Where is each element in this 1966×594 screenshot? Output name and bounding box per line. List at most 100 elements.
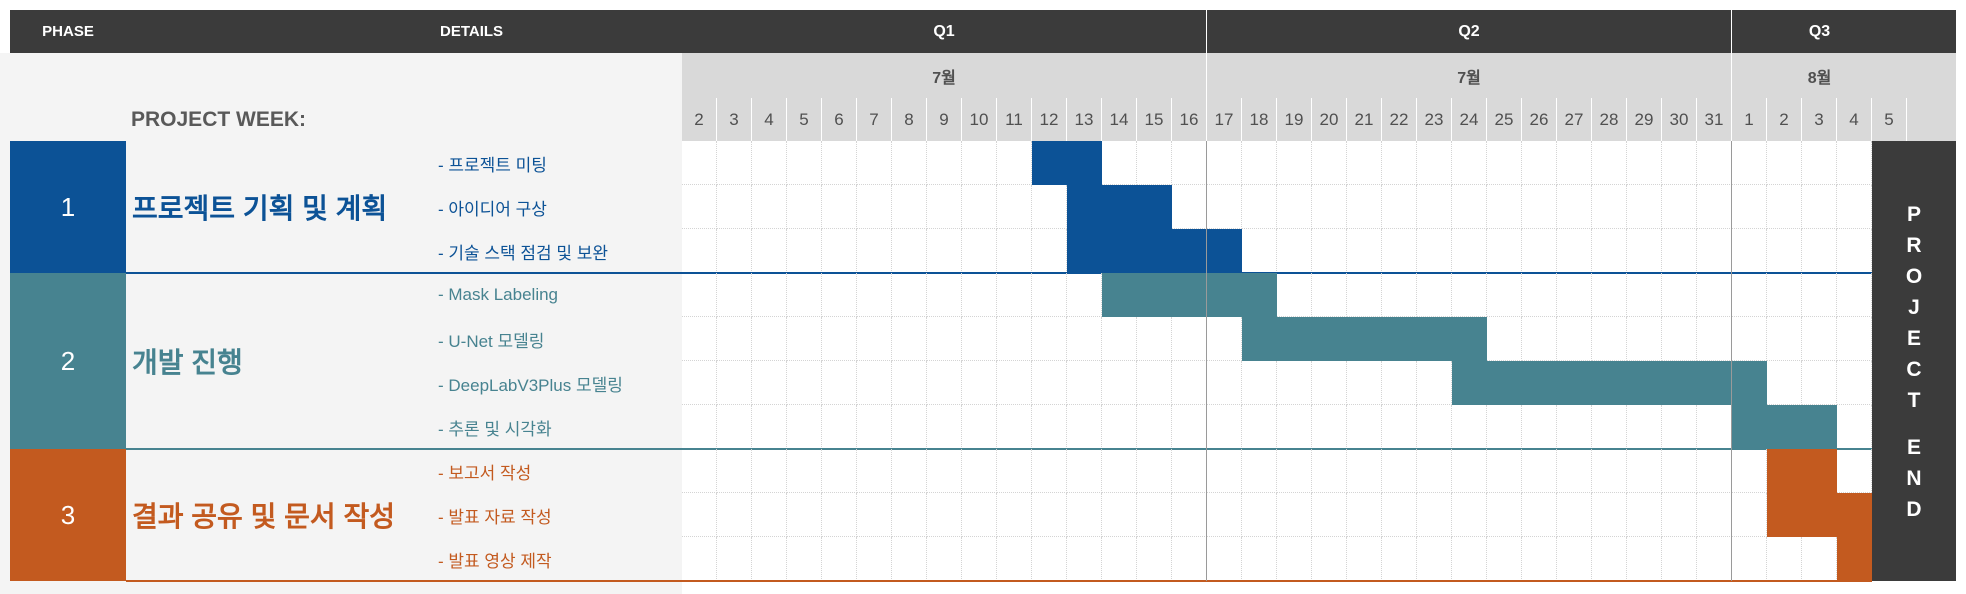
grid-cell	[1242, 361, 1277, 405]
grid-cell	[1592, 185, 1627, 229]
grid-cell	[752, 537, 787, 581]
grid-cell	[1802, 185, 1837, 229]
grid-cell	[1277, 229, 1312, 273]
week-cell: 28	[1592, 98, 1627, 141]
grid-cell	[1172, 493, 1207, 537]
grid-cell	[717, 537, 752, 581]
grid-cell	[717, 317, 752, 361]
grid-cell	[1767, 273, 1802, 317]
grid-cell	[1347, 405, 1382, 449]
grid-cell	[1487, 229, 1522, 273]
grid-cell	[822, 273, 857, 317]
grid-cell	[752, 185, 787, 229]
grid-cell	[1137, 537, 1172, 581]
grid-cell	[1522, 493, 1557, 537]
grid-cell	[1802, 361, 1837, 405]
week-cell: 27	[1557, 98, 1592, 141]
phase-number-cell: 3	[10, 449, 126, 581]
grid-cell	[1662, 405, 1697, 449]
grid-cell	[752, 273, 787, 317]
grid-cell	[682, 361, 717, 405]
grid-cell	[1137, 317, 1172, 361]
grid-cell	[787, 405, 822, 449]
grid-cell	[1277, 273, 1312, 317]
week-cell: 3	[717, 98, 752, 141]
grid-cell	[1172, 405, 1207, 449]
grid-cell	[1837, 141, 1872, 185]
phase-name: 프로젝트 기획 및 계획	[132, 193, 388, 224]
header-filler	[1907, 10, 1956, 53]
grid-cell	[1732, 537, 1767, 581]
grid-cell	[1662, 317, 1697, 361]
grid-cell	[787, 317, 822, 361]
grid-cell	[1522, 537, 1557, 581]
grid-cell	[1382, 493, 1417, 537]
grid-cell	[1452, 185, 1487, 229]
grid-cell	[1837, 405, 1872, 449]
grid-cell	[822, 141, 857, 185]
grid-cell	[962, 449, 997, 493]
grid-cell	[857, 141, 892, 185]
grid-cell	[1242, 229, 1277, 273]
grid-cell	[997, 317, 1032, 361]
grid-cell	[717, 449, 752, 493]
grid-cell	[1557, 405, 1592, 449]
grid-cell	[1557, 449, 1592, 493]
grid-cell	[927, 273, 962, 317]
week-cell: 19	[1277, 98, 1312, 141]
quarter-divider	[1206, 141, 1207, 581]
grid-cell	[962, 273, 997, 317]
grid-cell	[1802, 537, 1837, 581]
week-cell: 20	[1312, 98, 1347, 141]
end-marker-letter: E	[1906, 436, 1921, 459]
grid-cell	[1242, 493, 1277, 537]
grid-cell	[962, 141, 997, 185]
grid-cell	[1032, 361, 1067, 405]
grid-cell	[1382, 361, 1417, 405]
grid-cell	[892, 273, 927, 317]
grid-cell	[752, 141, 787, 185]
grid-cell	[1137, 493, 1172, 537]
week-cell: 8	[892, 98, 927, 141]
grid-cell	[1067, 317, 1102, 361]
task-bar	[1067, 229, 1242, 273]
grid-cell	[1522, 317, 1557, 361]
grid-cell	[1627, 537, 1662, 581]
task-label: - Mask Labeling	[438, 285, 559, 304]
week-cell: 25	[1487, 98, 1522, 141]
grid-cell	[1452, 273, 1487, 317]
grid-cell	[1172, 185, 1207, 229]
month-header-3: 8월	[1732, 53, 1907, 98]
grid-cell	[892, 317, 927, 361]
grid-cell	[1592, 141, 1627, 185]
grid-cell	[717, 273, 752, 317]
grid-cell	[1312, 405, 1347, 449]
week-cell: 15	[1137, 98, 1172, 141]
grid-cell	[1102, 317, 1137, 361]
week-cell: 24	[1452, 98, 1487, 141]
grid-cell	[1067, 405, 1102, 449]
grid-cell	[1137, 405, 1172, 449]
grid-cell	[1627, 229, 1662, 273]
quarter-header-q3: Q3	[1732, 10, 1907, 53]
grid-cell	[1347, 537, 1382, 581]
grid-cell	[1242, 141, 1277, 185]
grid-cell	[1452, 449, 1487, 493]
grid-cell	[1697, 537, 1732, 581]
grid-cell	[1312, 229, 1347, 273]
week-cell: 13	[1067, 98, 1102, 141]
grid-cell	[857, 449, 892, 493]
grid-cell	[1417, 493, 1452, 537]
grid-cell	[717, 405, 752, 449]
phase-number-cell: 2	[10, 273, 126, 449]
grid-cell	[1522, 449, 1557, 493]
grid-cell	[1732, 229, 1767, 273]
grid-cell	[1732, 185, 1767, 229]
grid-cell	[997, 493, 1032, 537]
grid-cell	[1837, 449, 1872, 493]
grid-cell	[1837, 361, 1872, 405]
grid-cell	[1487, 537, 1522, 581]
grid-cell	[1172, 537, 1207, 581]
grid-cell	[682, 273, 717, 317]
grid-cell	[752, 317, 787, 361]
